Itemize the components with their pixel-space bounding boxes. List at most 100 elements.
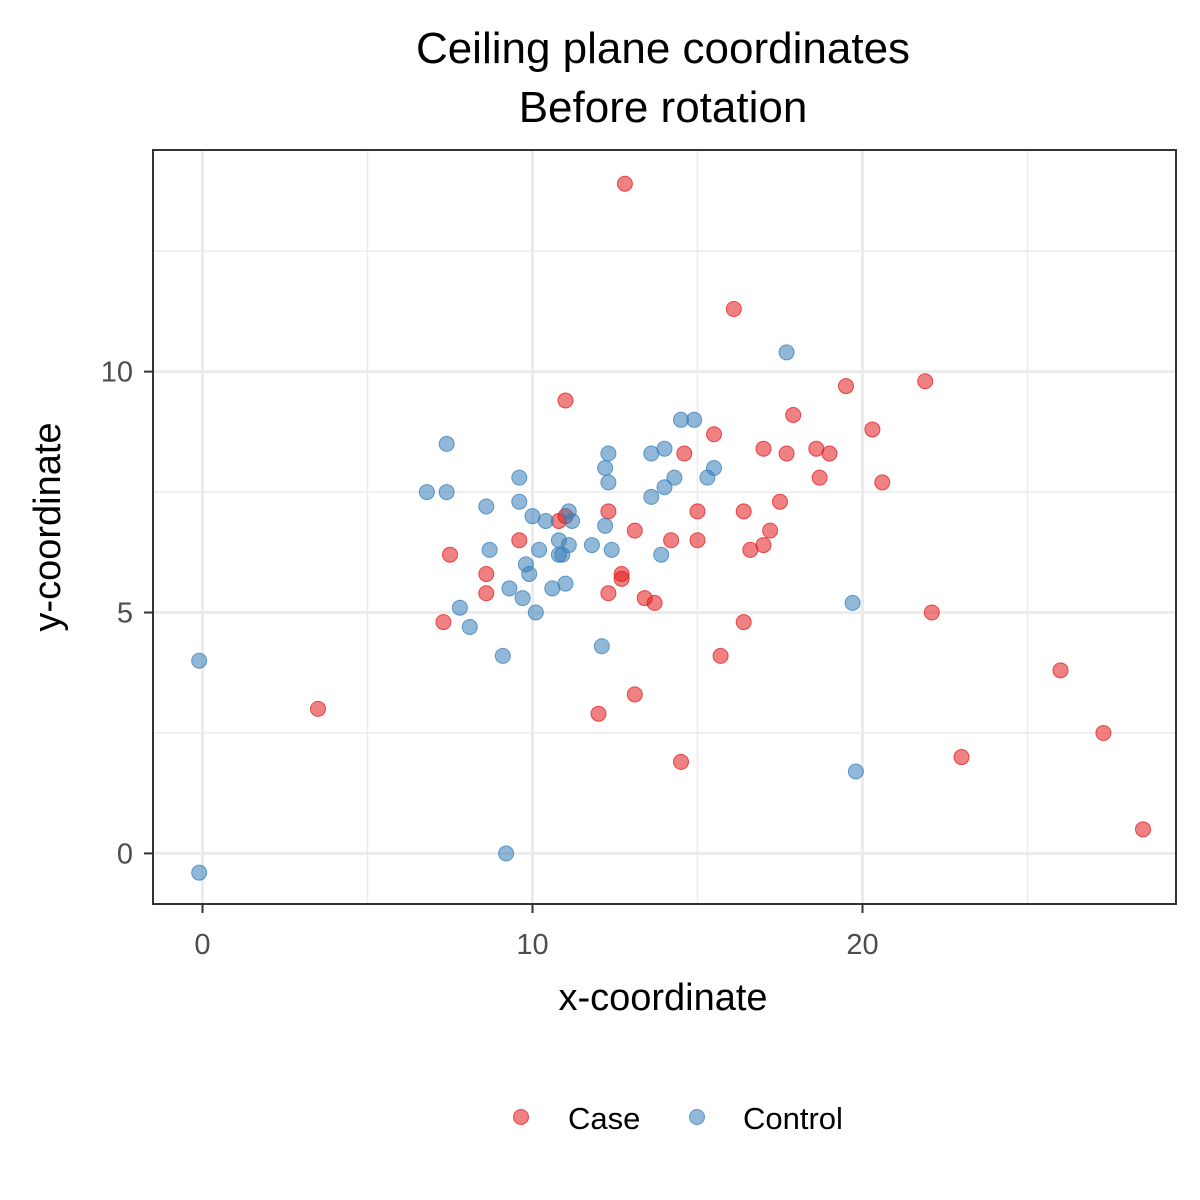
point-control xyxy=(478,498,495,515)
y-axis-ticks: 0 5 10 xyxy=(101,357,153,870)
point-control xyxy=(603,541,620,558)
point-case xyxy=(626,522,643,539)
point-control xyxy=(537,512,554,529)
y-tick-label: 0 xyxy=(117,838,133,870)
point-case xyxy=(742,541,759,558)
point-control xyxy=(656,440,673,457)
point-case xyxy=(676,445,693,462)
point-case xyxy=(590,705,607,722)
point-control xyxy=(514,590,531,607)
point-control xyxy=(597,459,614,476)
point-control xyxy=(847,763,864,780)
x-tick-label: 10 xyxy=(516,929,548,961)
point-control xyxy=(501,580,518,597)
data-points xyxy=(191,175,1151,881)
point-control xyxy=(191,864,208,881)
point-case xyxy=(762,522,779,539)
point-control xyxy=(531,541,548,558)
point-case xyxy=(735,614,752,631)
point-case xyxy=(646,594,663,611)
point-control xyxy=(511,469,528,486)
x-tick-label: 20 xyxy=(846,929,878,961)
y-axis-title: y-coordinate xyxy=(27,422,69,631)
point-control xyxy=(451,599,468,616)
point-case xyxy=(511,532,528,549)
point-case xyxy=(735,503,752,520)
point-control xyxy=(544,580,561,597)
point-case xyxy=(689,503,706,520)
point-control xyxy=(583,537,600,554)
point-control xyxy=(550,546,567,563)
point-case xyxy=(778,445,795,462)
point-case xyxy=(821,445,838,462)
point-control xyxy=(656,479,673,496)
point-control xyxy=(686,411,703,428)
point-case xyxy=(442,546,458,563)
point-control xyxy=(498,845,515,862)
point-control xyxy=(438,435,455,452)
point-case xyxy=(811,469,828,486)
point-case xyxy=(478,585,495,602)
point-control xyxy=(564,512,581,529)
point-case xyxy=(864,421,881,438)
point-case xyxy=(557,392,574,409)
legend-label-case: Case xyxy=(568,1101,640,1136)
point-control xyxy=(438,484,455,501)
legend-label-control: Control xyxy=(743,1101,843,1136)
legend-key-case xyxy=(513,1109,529,1125)
point-case xyxy=(478,565,495,582)
point-case xyxy=(755,440,772,457)
point-control xyxy=(481,541,498,558)
point-control xyxy=(461,618,478,635)
point-control xyxy=(600,474,617,491)
point-case xyxy=(600,503,617,520)
point-case xyxy=(600,585,617,602)
point-control xyxy=(643,488,660,505)
x-tick-label: 0 xyxy=(194,929,210,961)
point-case xyxy=(310,700,326,717)
point-control xyxy=(778,344,795,361)
point-case xyxy=(435,614,452,631)
point-control xyxy=(418,484,435,501)
point-control xyxy=(521,565,538,582)
major-gridlines xyxy=(153,150,1176,904)
point-control xyxy=(191,652,208,669)
point-case xyxy=(772,493,788,510)
y-tick-label: 5 xyxy=(117,598,133,630)
point-control xyxy=(699,469,716,486)
point-control xyxy=(494,647,511,664)
point-case xyxy=(874,474,891,491)
point-case xyxy=(616,175,633,192)
point-control xyxy=(527,604,544,621)
chart-title: Ceiling plane coordinates xyxy=(416,24,910,73)
point-case xyxy=(923,604,940,621)
point-case xyxy=(725,300,742,317)
point-case xyxy=(706,426,722,443)
point-case xyxy=(917,373,934,390)
x-axis-ticks: 0 10 20 xyxy=(194,904,879,961)
point-control xyxy=(666,469,683,486)
point-case xyxy=(712,647,729,664)
point-control xyxy=(511,493,528,510)
point-control xyxy=(653,546,670,563)
point-control xyxy=(597,517,614,534)
plot-border xyxy=(152,149,1177,905)
y-tick-label: 10 xyxy=(101,357,133,389)
legend: Case Control xyxy=(513,1101,843,1136)
point-case xyxy=(1052,662,1069,679)
point-case xyxy=(673,753,689,770)
point-case xyxy=(613,570,630,587)
legend-key-control xyxy=(689,1109,705,1125)
point-case xyxy=(838,378,854,395)
plot-panel xyxy=(153,150,1176,904)
point-case xyxy=(953,749,970,766)
point-control xyxy=(593,638,610,655)
point-case xyxy=(626,686,643,703)
point-case xyxy=(1135,821,1151,838)
point-control xyxy=(600,445,617,462)
point-case xyxy=(1095,724,1112,741)
point-case xyxy=(785,406,802,423)
chart-subtitle: Before rotation xyxy=(519,83,808,132)
point-control xyxy=(844,594,861,611)
